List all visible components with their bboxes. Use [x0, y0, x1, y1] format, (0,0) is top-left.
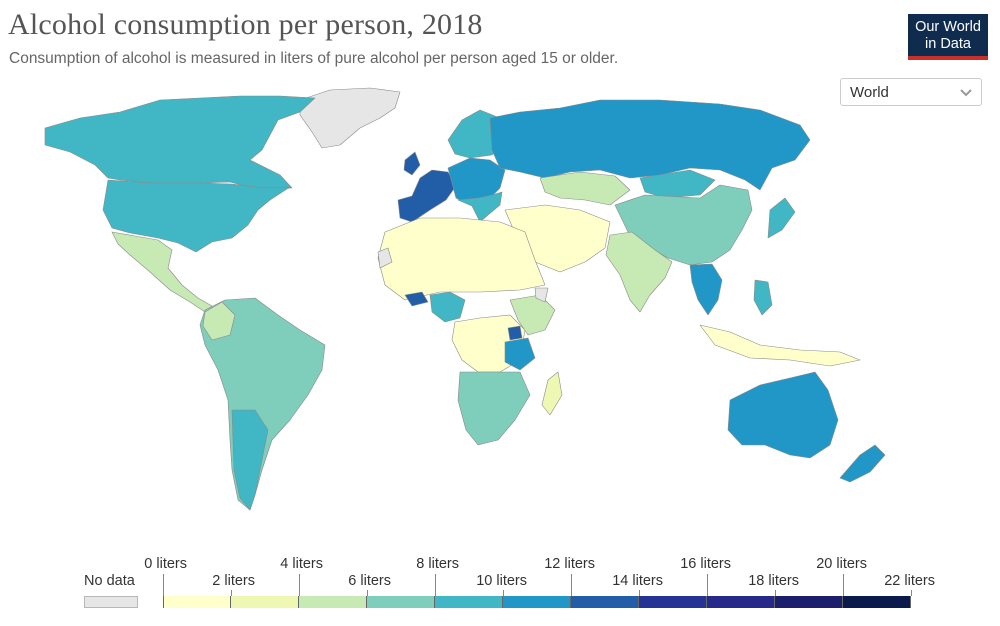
region-russia[interactable]	[489, 99, 811, 191]
legend-tick-mark	[571, 574, 572, 596]
region-south-america[interactable]	[199, 297, 326, 511]
owid-logo[interactable]: Our World in Data	[908, 14, 988, 60]
legend-bin[interactable]	[503, 596, 571, 608]
region-tanzania[interactable]	[504, 337, 536, 371]
region-uk-ireland[interactable]	[403, 151, 421, 176]
legend-tick-mark	[843, 574, 844, 596]
legend-tick-label: 2 liters	[212, 573, 255, 589]
legend-bin[interactable]	[843, 596, 911, 608]
chart-title: Alcohol consumption per person, 2018	[8, 8, 483, 41]
logo-line-1: Our World	[915, 19, 981, 35]
region-australia[interactable]	[727, 371, 839, 459]
no-data-label: No data	[84, 573, 135, 589]
legend-tick-mark	[775, 590, 776, 596]
legend-bin[interactable]	[163, 596, 231, 608]
region-selected-value: World	[850, 84, 889, 101]
legend-bin[interactable]	[231, 596, 299, 608]
legend-tick-label: 16 liters	[680, 556, 731, 572]
legend-tick-label: 8 liters	[416, 556, 459, 572]
legend-tick-mark	[707, 574, 708, 596]
no-data-swatch	[84, 596, 138, 608]
region-philippines[interactable]	[753, 279, 773, 316]
legend-bin[interactable]	[571, 596, 639, 608]
region-southern-africa[interactable]	[457, 371, 531, 446]
region-colombia[interactable]	[202, 301, 236, 341]
legend-tick-mark	[911, 590, 912, 596]
region-spain-france[interactable]	[397, 169, 457, 223]
region-dropdown[interactable]: World	[840, 78, 982, 106]
region-italy-balkans[interactable]	[457, 191, 503, 223]
legend-tick-label: 4 liters	[280, 556, 323, 572]
region-united-states[interactable]	[102, 179, 291, 253]
color-legend: No data 0 liters 4 liters 8 liters 12 liter…	[0, 550, 1000, 626]
region-western-sahara[interactable]	[377, 247, 393, 269]
chart-subtitle: Consumption of alcohol is measured in li…	[9, 50, 619, 67]
legend-tick-mark	[299, 574, 300, 596]
legend-tick-label: 12 liters	[544, 556, 595, 572]
legend-bin[interactable]	[707, 596, 775, 608]
chevron-down-icon	[960, 89, 972, 97]
region-greenland[interactable]	[299, 87, 401, 149]
legend-tick-label: 20 liters	[816, 556, 867, 572]
region-mexico[interactable]	[111, 231, 213, 313]
region-argentina[interactable]	[231, 409, 269, 511]
legend-tick-label: 10 liters	[476, 573, 527, 589]
legend-bin[interactable]	[367, 596, 435, 608]
legend-tick-label: 18 liters	[748, 573, 799, 589]
legend-tick-mark	[435, 574, 436, 596]
region-madagascar[interactable]	[541, 371, 563, 416]
region-kazakhstan[interactable]	[539, 171, 631, 206]
legend-tick-mark	[639, 590, 640, 596]
region-north-africa[interactable]	[377, 217, 546, 301]
legend-tick-label: 22 liters	[884, 573, 935, 589]
region-southeast-asia[interactable]	[689, 263, 723, 316]
region-burkina-faso[interactable]	[404, 291, 429, 307]
region-uganda[interactable]	[507, 325, 523, 341]
legend-bin[interactable]	[435, 596, 503, 608]
region-mongolia[interactable]	[639, 169, 716, 199]
region-nigeria[interactable]	[429, 291, 466, 323]
legend-bin[interactable]	[299, 596, 367, 608]
legend-tick-mark	[367, 590, 368, 596]
region-indonesia[interactable]	[699, 324, 861, 367]
legend-tick-label: 0 liters	[144, 556, 187, 572]
region-new-zealand[interactable]	[839, 444, 886, 483]
region-india[interactable]	[605, 231, 673, 313]
legend-bin[interactable]	[639, 596, 707, 608]
legend-tick-label: 6 liters	[348, 573, 391, 589]
legend-tick-mark	[163, 574, 164, 596]
legend-tick-mark	[503, 590, 504, 596]
legend-bin[interactable]	[775, 596, 843, 608]
region-japan[interactable]	[767, 197, 796, 239]
logo-line-2: in Data	[925, 36, 971, 52]
legend-tick-mark	[231, 590, 232, 596]
region-somalia[interactable]	[534, 287, 549, 303]
world-map	[44, 87, 886, 511]
legend-tick-label: 14 liters	[612, 573, 663, 589]
region-canada[interactable]	[44, 95, 316, 191]
